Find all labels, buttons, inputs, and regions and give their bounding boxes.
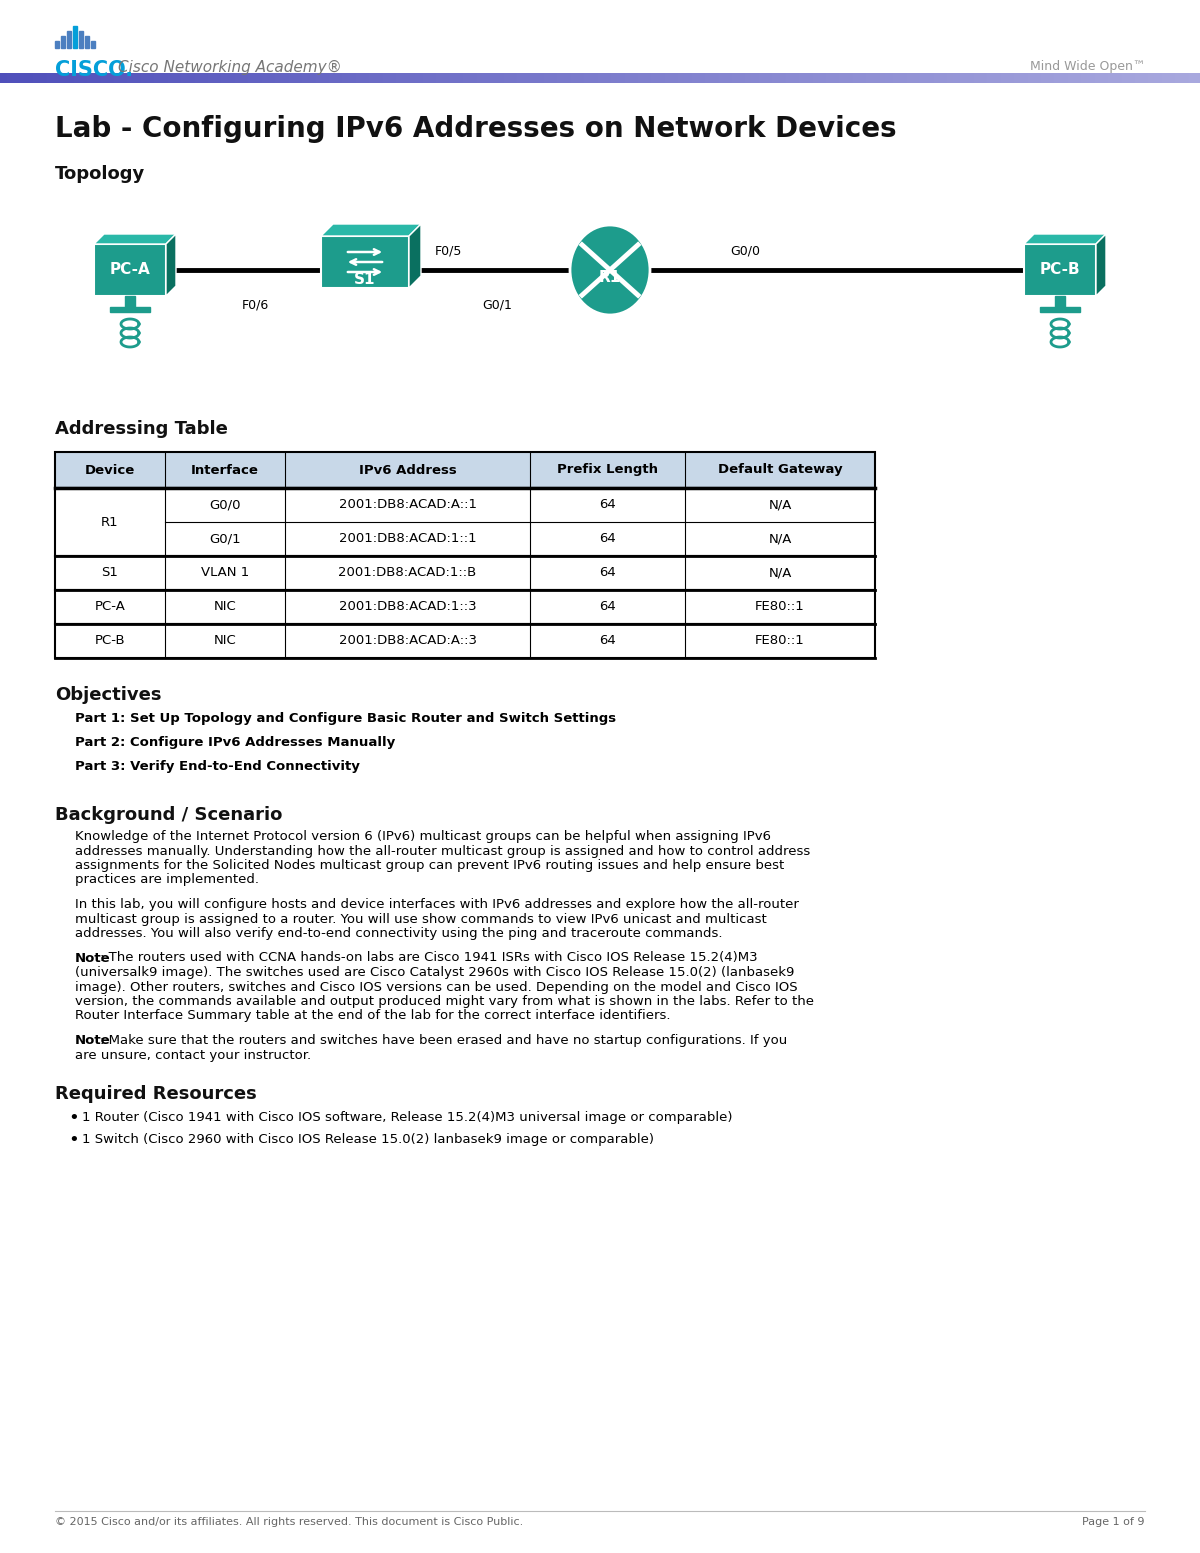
Bar	[1055, 297, 1066, 307]
Text: G0/1: G0/1	[209, 533, 241, 545]
Text: Background / Scenario: Background / Scenario	[55, 806, 282, 825]
Text: •: •	[68, 1131, 79, 1149]
Text: R1: R1	[599, 270, 622, 286]
Text: 64: 64	[599, 499, 616, 511]
Text: Topology: Topology	[55, 165, 145, 183]
Text: PC-A: PC-A	[95, 601, 126, 613]
Polygon shape	[1096, 235, 1106, 297]
Bar	[1040, 307, 1080, 312]
Bar	[91, 40, 95, 48]
Polygon shape	[409, 224, 421, 287]
Text: (universalk9 image). The switches used are Cisco Catalyst 2960s with Cisco IOS R: (universalk9 image). The switches used a…	[74, 966, 794, 978]
Text: Part 2: Configure IPv6 Addresses Manually: Part 2: Configure IPv6 Addresses Manuall…	[74, 736, 395, 749]
Text: PC-B: PC-B	[95, 635, 125, 648]
Text: NIC: NIC	[214, 601, 236, 613]
Text: Objectives: Objectives	[55, 686, 162, 704]
Text: addresses. You will also verify end-to-end connectivity using the ping and trace: addresses. You will also verify end-to-e…	[74, 927, 722, 940]
Text: S1: S1	[102, 567, 119, 579]
Bar	[61, 36, 65, 48]
Polygon shape	[1024, 235, 1106, 244]
Bar	[79, 31, 83, 48]
Text: Cisco Networking Academy®: Cisco Networking Academy®	[118, 61, 342, 75]
Text: © 2015 Cisco and/or its affiliates. All rights reserved. This document is Cisco : © 2015 Cisco and/or its affiliates. All …	[55, 1517, 523, 1527]
Text: multicast group is assigned to a router. You will use show commands to view IPv6: multicast group is assigned to a router.…	[74, 913, 767, 926]
Text: Lab - Configuring IPv6 Addresses on Network Devices: Lab - Configuring IPv6 Addresses on Netw…	[55, 115, 896, 143]
Text: Part 3: Verify End-to-End Connectivity: Part 3: Verify End-to-End Connectivity	[74, 759, 360, 773]
Text: assignments for the Solicited Nodes multicast group can prevent IPv6 routing iss: assignments for the Solicited Nodes mult…	[74, 859, 785, 871]
Text: image). Other routers, switches and Cisco IOS versions can be used. Depending on: image). Other routers, switches and Cisc…	[74, 980, 798, 994]
Text: 64: 64	[599, 601, 616, 613]
Text: 2001:DB8:ACAD:A::1: 2001:DB8:ACAD:A::1	[338, 499, 476, 511]
Text: 2001:DB8:ACAD:A::3: 2001:DB8:ACAD:A::3	[338, 635, 476, 648]
Polygon shape	[94, 244, 166, 297]
Text: 1 Router (Cisco 1941 with Cisco IOS software, Release 15.2(4)M3 universal image : 1 Router (Cisco 1941 with Cisco IOS soft…	[82, 1110, 732, 1124]
Bar	[55, 624, 875, 658]
Text: Device: Device	[85, 463, 136, 477]
Polygon shape	[94, 235, 176, 244]
Bar	[55, 40, 59, 48]
Ellipse shape	[570, 225, 650, 315]
Text: are unsure, contact your instructor.: are unsure, contact your instructor.	[74, 1048, 311, 1062]
Text: N/A: N/A	[768, 567, 792, 579]
Bar	[110, 307, 150, 312]
Text: Interface: Interface	[191, 463, 259, 477]
Text: N/A: N/A	[768, 499, 792, 511]
Text: version, the commands available and output produced might vary from what is show: version, the commands available and outp…	[74, 995, 814, 1008]
Bar	[73, 26, 77, 48]
Text: IPv6 Address: IPv6 Address	[359, 463, 456, 477]
Text: Prefix Length: Prefix Length	[557, 463, 658, 477]
Text: G0/1: G0/1	[482, 298, 512, 311]
Text: Knowledge of the Internet Protocol version 6 (IPv6) multicast groups can be help: Knowledge of the Internet Protocol versi…	[74, 829, 772, 843]
Text: 1 Switch (Cisco 2960 with Cisco IOS Release 15.0(2) lanbasek9 image or comparabl: 1 Switch (Cisco 2960 with Cisco IOS Rele…	[82, 1134, 654, 1146]
Text: Note: Note	[74, 952, 110, 964]
Polygon shape	[1024, 244, 1096, 297]
Text: 2001:DB8:ACAD:1::B: 2001:DB8:ACAD:1::B	[338, 567, 476, 579]
Text: N/A: N/A	[768, 533, 792, 545]
Text: Addressing Table: Addressing Table	[55, 419, 228, 438]
Text: In this lab, you will configure hosts and device interfaces with IPv6 addresses : In this lab, you will configure hosts an…	[74, 898, 799, 912]
Text: 64: 64	[599, 635, 616, 648]
Text: Required Resources: Required Resources	[55, 1086, 257, 1103]
Text: 64: 64	[599, 533, 616, 545]
Polygon shape	[166, 235, 176, 297]
Text: : The routers used with CCNA hands-on labs are Cisco 1941 ISRs with Cisco IOS Re: : The routers used with CCNA hands-on la…	[100, 952, 757, 964]
Text: F0/5: F0/5	[434, 245, 462, 258]
Text: PC-A: PC-A	[109, 262, 150, 278]
Bar	[125, 297, 134, 307]
Text: F0/6: F0/6	[241, 298, 269, 311]
Text: Part 1: Set Up Topology and Configure Basic Router and Switch Settings: Part 1: Set Up Topology and Configure Ba…	[74, 711, 616, 725]
Text: Note: Note	[74, 1034, 110, 1047]
Text: R1: R1	[101, 516, 119, 528]
Text: 2001:DB8:ACAD:1::1: 2001:DB8:ACAD:1::1	[338, 533, 476, 545]
Text: Mind Wide Open™: Mind Wide Open™	[1030, 61, 1145, 73]
Text: CISCO.: CISCO.	[55, 61, 133, 81]
Text: Default Gateway: Default Gateway	[718, 463, 842, 477]
Text: PC-B: PC-B	[1039, 262, 1080, 278]
Bar	[55, 590, 875, 624]
Polygon shape	[322, 224, 421, 236]
Text: practices are implemented.: practices are implemented.	[74, 873, 259, 887]
Text: VLAN 1: VLAN 1	[200, 567, 250, 579]
Text: G0/0: G0/0	[209, 499, 241, 511]
Text: FE80::1: FE80::1	[755, 601, 805, 613]
Text: FE80::1: FE80::1	[755, 635, 805, 648]
Text: Page 1 of 9: Page 1 of 9	[1082, 1517, 1145, 1527]
Polygon shape	[322, 236, 409, 287]
Text: 64: 64	[599, 567, 616, 579]
Bar	[67, 31, 71, 48]
Bar	[85, 36, 89, 48]
Text: G0/0: G0/0	[730, 245, 760, 258]
Text: S1: S1	[354, 272, 376, 286]
Bar	[55, 556, 875, 590]
Text: addresses manually. Understanding how the all-router multicast group is assigned: addresses manually. Understanding how th…	[74, 845, 810, 857]
Bar	[55, 452, 875, 488]
Text: NIC: NIC	[214, 635, 236, 648]
Text: •: •	[68, 1109, 79, 1127]
Text: : Make sure that the routers and switches have been erased and have no startup c: : Make sure that the routers and switche…	[100, 1034, 787, 1047]
Text: 2001:DB8:ACAD:1::3: 2001:DB8:ACAD:1::3	[338, 601, 476, 613]
Bar	[55, 488, 875, 556]
Text: Router Interface Summary table at the end of the lab for the correct interface i: Router Interface Summary table at the en…	[74, 1009, 671, 1022]
